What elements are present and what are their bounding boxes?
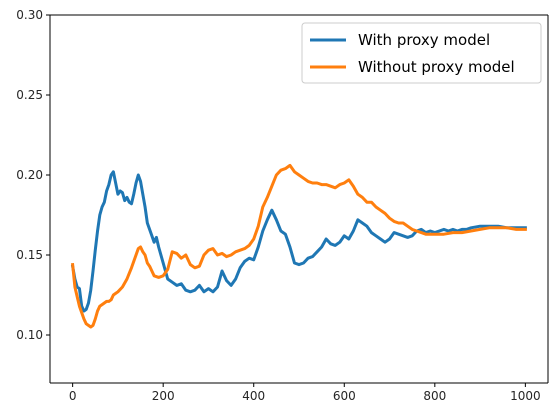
series-line-1: [70, 170, 527, 313]
x-tick-label: 0: [69, 389, 77, 403]
axes: [49, 14, 549, 384]
legend-box: [301, 22, 542, 84]
x-tick-label: 400: [242, 389, 265, 403]
x-tick-label: 1000: [510, 389, 541, 403]
y-tick-label: 0.15: [16, 248, 43, 262]
series-layer: [70, 163, 527, 329]
x-tick-label: 600: [333, 389, 356, 403]
legend: With proxy model Without proxy model: [301, 22, 542, 84]
legend-label-2: Without proxy model: [358, 58, 515, 76]
y-tick-label: 0.20: [16, 168, 43, 182]
y-axis-ticks: 0.10 0.15 0.20 0.25 0.30: [16, 8, 50, 342]
x-tick-label: 800: [423, 389, 446, 403]
x-axis-ticks: 0 200 400 600 800 1000: [69, 383, 541, 403]
y-tick-label: 0.25: [16, 88, 43, 102]
y-tick-label: 0.30: [16, 8, 43, 22]
y-tick-label: 0.10: [16, 328, 43, 342]
series-line-2: [70, 163, 527, 329]
x-tick-label: 200: [152, 389, 175, 403]
legend-label-1: With proxy model: [358, 31, 490, 49]
